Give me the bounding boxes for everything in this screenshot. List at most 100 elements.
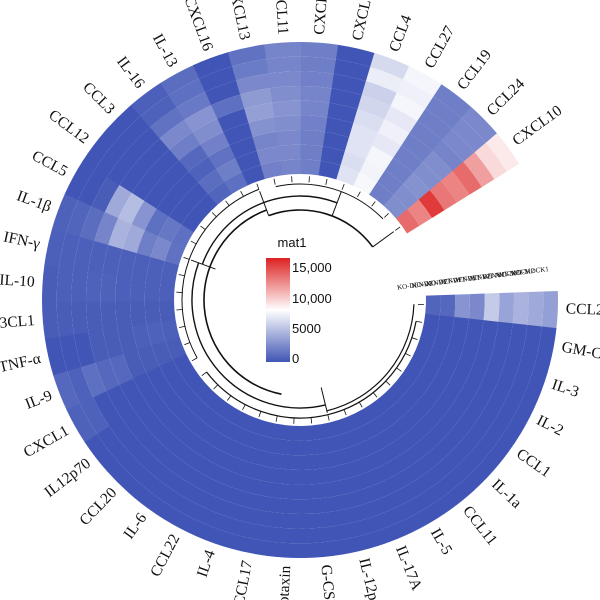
heatmap-cell	[322, 433, 348, 454]
heatmap-cell	[300, 115, 328, 132]
heatmap-cell	[270, 86, 302, 103]
heatmap-cell	[160, 64, 200, 96]
heatmap-cell	[136, 229, 159, 258]
legend-tick-15000: 15,000	[292, 260, 332, 275]
heatmap-cell	[131, 200, 157, 231]
heatmap-cell	[88, 329, 110, 363]
cytokine-label: G-CSF	[317, 564, 338, 600]
heatmap-cell	[152, 463, 188, 495]
heatmap-cell	[192, 118, 224, 145]
heatmap-cell	[353, 109, 385, 133]
heatmap-cell	[144, 300, 161, 324]
heatmap-cell	[78, 168, 108, 207]
heatmap-cell	[325, 117, 354, 138]
heatmap-cell	[272, 100, 302, 118]
dendrogram-branch	[275, 183, 384, 220]
heatmap-cell	[406, 501, 446, 533]
cytokine-label: IL-6	[120, 510, 150, 542]
heatmap-cell	[180, 429, 211, 458]
dendrogram-branch	[273, 178, 276, 185]
heatmap-cell	[374, 440, 404, 467]
heatmap-cell	[320, 420, 343, 439]
heatmap-cell	[377, 170, 404, 195]
cytokine-label: IL-13	[149, 31, 181, 70]
heatmap-cell	[95, 357, 120, 392]
dendrogram-branch	[395, 226, 401, 231]
heatmap-cell	[231, 58, 269, 81]
heatmap-cell	[300, 130, 326, 147]
heatmap-cell	[205, 80, 241, 106]
heatmap-cell	[425, 295, 441, 316]
heatmap-cell	[524, 360, 550, 401]
heatmap-cell	[150, 422, 182, 453]
dendrogram-branch	[385, 380, 391, 386]
legend-title: mat1	[278, 235, 307, 250]
heatmap-cell	[468, 293, 485, 321]
heatmap-cell	[254, 449, 282, 469]
heatmap-cell	[133, 485, 172, 520]
heatmap-cell	[336, 165, 360, 186]
cytokine-label: IL-4	[194, 548, 219, 580]
heatmap-cell	[419, 457, 455, 490]
cytokine-label: IL-16	[113, 53, 148, 92]
heatmap-cell	[397, 364, 421, 390]
heatmap-cell	[131, 252, 151, 280]
heatmap-cell	[378, 403, 405, 429]
dendrogram-branch	[206, 321, 417, 419]
heatmap-cell	[260, 160, 283, 180]
heatmap-cell	[364, 492, 401, 518]
heatmap-cell	[156, 188, 183, 217]
heatmap-cell	[409, 121, 443, 152]
heatmap-cell	[108, 417, 141, 453]
heatmap-cell	[193, 193, 218, 218]
dendrogram-branch	[178, 274, 185, 277]
heatmap-cell	[424, 416, 455, 448]
heatmap-cell	[441, 128, 475, 163]
heatmap-cell	[109, 353, 133, 386]
heatmap-cell	[193, 52, 233, 79]
heatmap-cell	[380, 452, 413, 480]
heatmap-cell	[126, 127, 161, 161]
heatmap-cell	[181, 207, 205, 233]
heatmap-cell	[318, 160, 341, 180]
heatmap-cell	[302, 424, 324, 441]
cytokine-label: IL-1a	[488, 476, 525, 512]
heatmap-cell	[333, 59, 371, 82]
cytokine-label: CXCL13	[225, 0, 254, 42]
heatmap-cell	[271, 512, 305, 529]
heatmap-cell	[163, 506, 203, 537]
heatmap-cell	[96, 425, 130, 463]
heatmap-cell	[402, 172, 431, 200]
heatmap-cell	[146, 321, 166, 346]
heatmap-cell	[117, 248, 137, 278]
heatmap-cell	[492, 321, 513, 355]
heatmap-cell	[151, 340, 173, 367]
cytokine-label: CCL2	[566, 300, 600, 318]
heatmap-cell	[106, 384, 134, 419]
heatmap-cell	[123, 349, 147, 379]
heatmap-cell	[172, 403, 201, 431]
heatmap-cell	[357, 95, 391, 120]
heatmap-cell	[145, 208, 170, 237]
heatmap-cell	[172, 353, 195, 378]
heatmap-cell	[100, 272, 118, 302]
heatmap-cell	[53, 370, 80, 411]
heatmap-cell	[148, 149, 180, 180]
dendrogram-branch	[415, 320, 423, 323]
heatmap-cell	[168, 78, 206, 108]
heatmap-cell	[86, 270, 103, 302]
heatmap-cell	[208, 145, 236, 170]
heatmap-cell	[371, 132, 402, 159]
heatmap-cell	[303, 467, 331, 485]
heatmap-cell	[348, 123, 379, 147]
cytokine-label: CXCL5	[311, 0, 332, 35]
heatmap-cells	[42, 42, 558, 558]
heatmap-cell	[278, 144, 302, 161]
heatmap-cell	[444, 435, 478, 469]
heatmap-cell	[303, 496, 336, 514]
dendrogram-branch	[268, 209, 374, 248]
dendrogram-branch	[184, 342, 191, 346]
heatmap-cell	[168, 198, 194, 225]
heatmap-cell	[454, 294, 470, 319]
cytokine-label: CCL20	[76, 484, 120, 529]
